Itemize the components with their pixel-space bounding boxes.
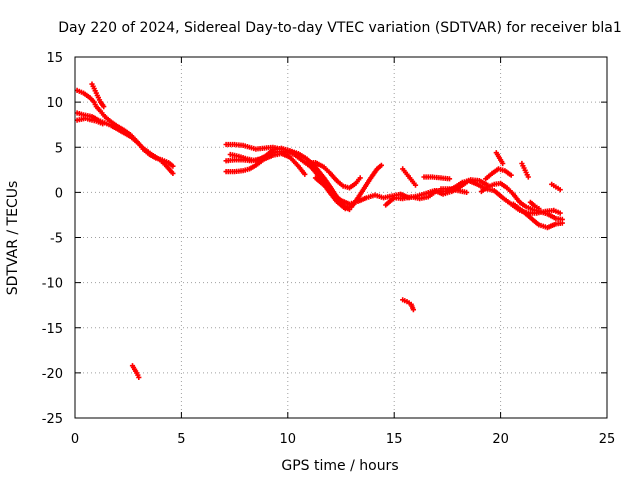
- data-point: [100, 121, 106, 127]
- x-tick-labels: 0 5 10 15 20 25: [71, 432, 615, 447]
- chart-title: Day 220 of 2024, Sidereal Day-to-day VTE…: [58, 20, 621, 36]
- data-point: [446, 176, 453, 182]
- y-tick-label: 15: [46, 51, 63, 66]
- y-tick-label: -20: [42, 367, 63, 382]
- y-tick-label: 5: [55, 141, 63, 156]
- data-point: [295, 152, 301, 158]
- x-tick-label: 20: [492, 432, 509, 447]
- x-tick-label: 5: [177, 432, 185, 447]
- data-point: [500, 160, 506, 167]
- x-tick-label: 25: [599, 432, 616, 447]
- y-tick-label: -25: [42, 412, 63, 427]
- grid: [75, 57, 607, 418]
- x-tick-label: 10: [280, 432, 297, 447]
- data-point: [170, 170, 176, 176]
- y-tick-label: -5: [50, 232, 63, 247]
- data-points: [74, 81, 565, 380]
- data-point: [557, 210, 563, 216]
- y-axis-label: SDTVAR / TECUs: [5, 181, 21, 296]
- data-point: [508, 172, 514, 178]
- y-tick-label: -15: [42, 322, 63, 337]
- data-point: [170, 163, 176, 169]
- y-tick-label: -10: [42, 277, 63, 292]
- x-tick-label: 0: [71, 432, 79, 447]
- data-point: [136, 374, 142, 380]
- axis-ticks: [74, 56, 608, 419]
- y-tick-label: 10: [46, 96, 63, 111]
- y-tick-label: 0: [55, 186, 63, 201]
- data-point: [559, 220, 565, 226]
- data-point: [101, 104, 107, 110]
- y-tick-labels: 15 10 5 0 -5 -10 -15 -20 -25: [42, 51, 63, 427]
- data-point: [412, 182, 419, 188]
- x-axis-label: GPS time / hours: [281, 458, 398, 474]
- data-point: [536, 206, 542, 212]
- data-point: [525, 174, 531, 180]
- data-point: [410, 307, 416, 313]
- data-point: [464, 189, 470, 195]
- data-point: [378, 162, 384, 168]
- data-point: [557, 187, 563, 193]
- data-point: [302, 171, 308, 177]
- data-point: [357, 175, 363, 181]
- x-tick-label: 15: [386, 432, 403, 447]
